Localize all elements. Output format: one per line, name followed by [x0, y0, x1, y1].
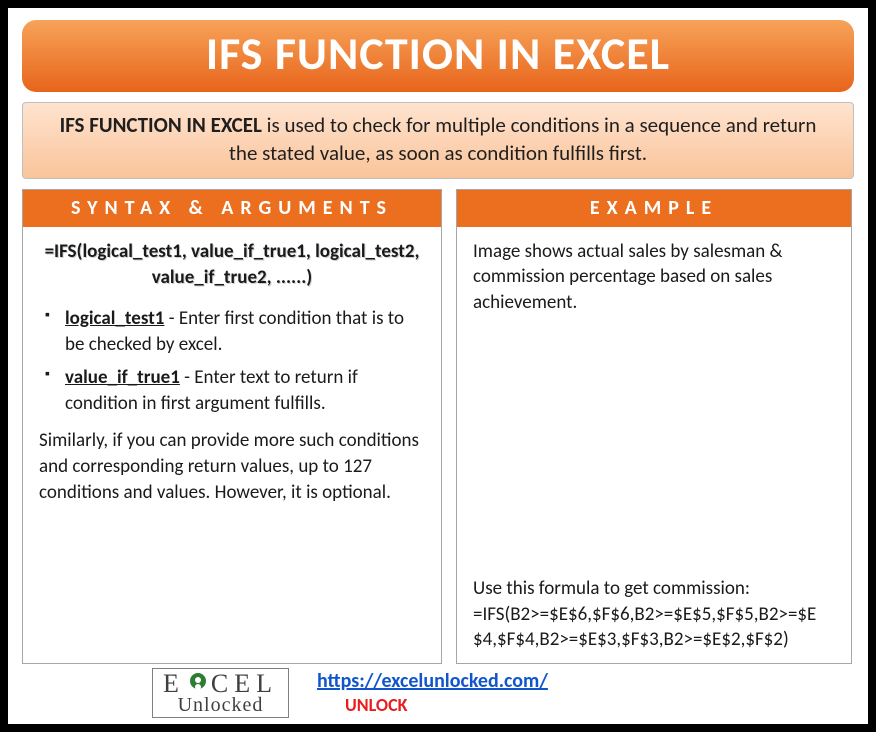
- example-spacer: [473, 326, 835, 570]
- lock-icon: [187, 673, 209, 695]
- example-card: EXAMPLE Image shows actual sales by sale…: [456, 189, 852, 664]
- example-header: EXAMPLE: [457, 190, 851, 227]
- footer-url-link[interactable]: https://excelunlocked.com/: [317, 669, 548, 694]
- footer: E CEL Unlocked https://excelunlocked.com…: [22, 664, 854, 718]
- logo: E CEL Unlocked: [152, 668, 289, 718]
- footer-links: https://excelunlocked.com/ UNLOCK: [317, 669, 548, 717]
- columns: SYNTAX & ARGUMENTS =IFS(logical_test1, v…: [22, 189, 854, 664]
- argument-item: logical_test1 - Enter first condition th…: [43, 306, 425, 357]
- page-title: IFS FUNCTION IN EXCEL: [22, 26, 854, 82]
- description-rest: is used to check for multiple conditions…: [229, 112, 817, 166]
- argument-item: value_if_true1 - Enter text to return if…: [43, 365, 425, 416]
- example-intro: Image shows actual sales by salesman & c…: [473, 239, 835, 316]
- footer-unlock-text: UNLOCK: [317, 694, 548, 717]
- syntax-formula: =IFS(logical_test1, value_if_true1, logi…: [39, 239, 425, 292]
- syntax-card: SYNTAX & ARGUMENTS =IFS(logical_test1, v…: [22, 189, 442, 664]
- description-lead: IFS FUNCTION IN EXCEL: [60, 112, 262, 138]
- example-formula-label: Use this formula to get commission:: [473, 576, 835, 602]
- logo-subtitle: Unlocked: [178, 695, 264, 715]
- syntax-header: SYNTAX & ARGUMENTS: [23, 190, 441, 227]
- page: IFS FUNCTION IN EXCEL IFS FUNCTION IN EX…: [8, 8, 868, 724]
- example-body: Image shows actual sales by salesman & c…: [457, 227, 851, 663]
- example-formula: =IFS(B2>=$E$6,$F$6,B2>=$E$5,$F$5,B2>=$E$…: [473, 602, 835, 653]
- syntax-note: Similarly, if you can provide more such …: [39, 428, 425, 505]
- argument-name: value_if_true1: [65, 366, 180, 389]
- argument-name: logical_test1: [65, 307, 164, 330]
- syntax-body: =IFS(logical_test1, value_if_true1, logi…: [23, 227, 441, 663]
- title-bar: IFS FUNCTION IN EXCEL: [22, 20, 854, 92]
- description-bar: IFS FUNCTION IN EXCEL is used to check f…: [22, 102, 854, 179]
- outer-frame: IFS FUNCTION IN EXCEL IFS FUNCTION IN EX…: [0, 0, 876, 732]
- argument-list: logical_test1 - Enter first condition th…: [39, 306, 425, 417]
